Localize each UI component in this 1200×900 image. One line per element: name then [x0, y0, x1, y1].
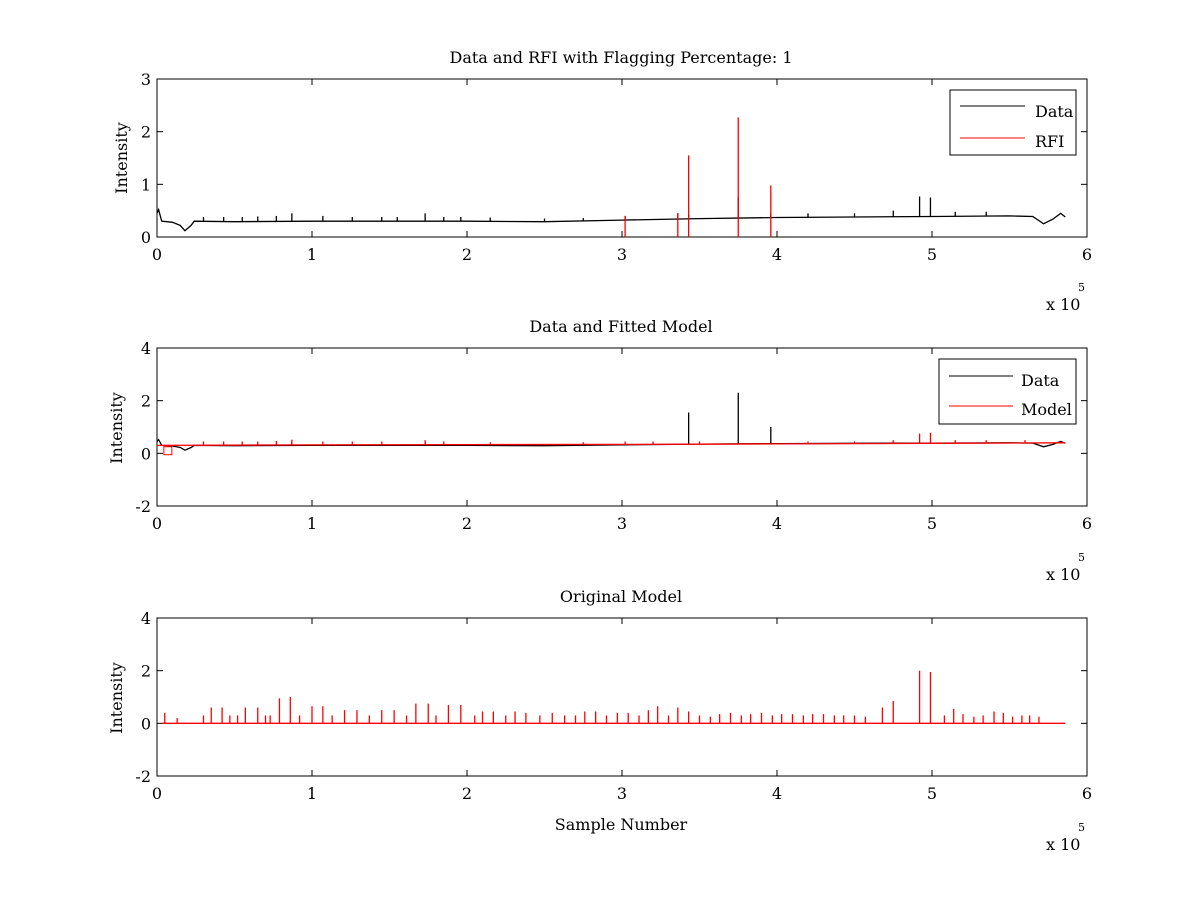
x-tick-label: 4 [772, 245, 782, 264]
subplot-2-title: Data and Fitted Model [529, 317, 712, 336]
subplot-1: Data and RFI with Flagging Percentage: 1… [112, 48, 1092, 314]
y-tick-label: 0 [141, 228, 151, 247]
subplot-1-legend: Data RFI [949, 89, 1077, 156]
subplot-3-xlabel: Sample Number [555, 815, 688, 834]
x-tick-label: 0 [152, 514, 162, 533]
y-tick-label: 1 [141, 175, 151, 194]
x-tick-label: 0 [152, 784, 162, 803]
x-tick-label: 2 [462, 245, 472, 264]
x-tick-label: 6 [1082, 245, 1092, 264]
x-tick-label: 5 [927, 514, 937, 533]
x-tick-label: 6 [1082, 514, 1092, 533]
series-line-data [156, 207, 1066, 232]
x-tick-label: 1 [307, 514, 317, 533]
x-tick-label: 1 [307, 784, 317, 803]
legend-label-model: Model [1021, 400, 1072, 419]
x-tick-label: 2 [462, 514, 472, 533]
y-tick-label: 3 [141, 70, 151, 89]
subplot-2-x-exponent: 5 [1078, 551, 1085, 564]
y-tick-label: -2 [135, 497, 151, 516]
y-tick-label: -2 [135, 767, 151, 786]
subplot-3-x-exponent: 5 [1078, 821, 1085, 834]
subplot-2-legend: Data Model [938, 358, 1077, 425]
subplot-1-title: Data and RFI with Flagging Percentage: 1 [449, 48, 792, 67]
subplot-2-ylabel: Intensity [107, 392, 126, 464]
x-tick-label: 3 [617, 245, 627, 264]
marker-model [163, 446, 173, 456]
series-line-data [156, 438, 1066, 451]
x-tick-label: 4 [772, 784, 782, 803]
subplot-2: Data and Fitted Model Intensity 0 1 2 3 4 5 6 -… [107, 317, 1092, 584]
y-tick-label: 2 [141, 123, 151, 142]
x-tick-label: 2 [462, 784, 472, 803]
x-tick-label: 3 [617, 514, 627, 533]
y-tick-label: 2 [141, 662, 151, 681]
subplot-3-ylabel: Intensity [107, 662, 126, 734]
x-tick-label: 5 [927, 245, 937, 264]
x-tick-label: 5 [927, 784, 937, 803]
y-tick-label: 4 [141, 339, 151, 358]
y-tick-label: 2 [141, 392, 151, 411]
subplot-3-x-multiplier: x 10 [1046, 835, 1080, 854]
legend-box [938, 358, 1077, 425]
x-tick-label: 6 [1082, 784, 1092, 803]
legend-label-data: Data [1021, 371, 1060, 390]
y-tick-label: 0 [141, 714, 151, 733]
y-tick-label: 0 [141, 444, 151, 463]
y-tick-label: 4 [141, 609, 151, 628]
legend-label-data: Data [1035, 102, 1074, 121]
x-tick-label: 3 [617, 784, 627, 803]
subplot-3-title: Original Model [560, 587, 682, 606]
legend-label-rfi: RFI [1035, 132, 1064, 151]
subplot-1-ylabel: Intensity [112, 122, 131, 194]
subplot-1-plot-area: 0 1 2 3 4 5 6 0 1 2 3 [141, 70, 1092, 264]
subplot-1-x-multiplier: x 10 [1046, 295, 1080, 314]
x-tick-label: 0 [152, 245, 162, 264]
subplot-1-x-exponent: 5 [1078, 281, 1085, 294]
x-tick-label: 1 [307, 245, 317, 264]
subplot-2-x-multiplier: x 10 [1046, 565, 1080, 584]
legend-box [949, 89, 1077, 156]
series-line-model [156, 442, 1066, 447]
x-tick-label: 4 [772, 514, 782, 533]
